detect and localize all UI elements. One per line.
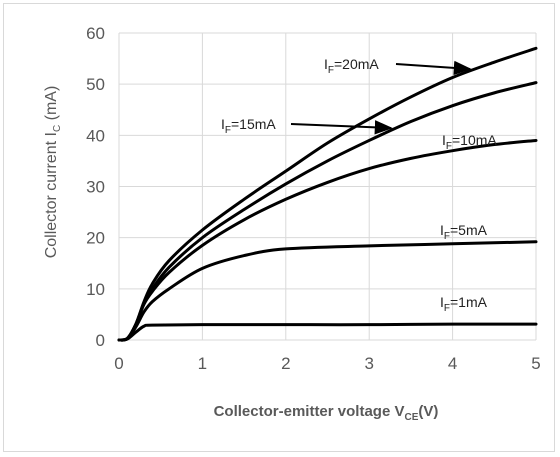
- chart-frame: [3, 3, 555, 452]
- x-tick-label: 2: [281, 354, 290, 373]
- y-axis-label: Collector current IC (mA): [43, 86, 63, 259]
- grid-lines: [118, 32, 537, 341]
- annotation-arrow-4: [395, 60, 472, 76]
- y-tick-label: 50: [86, 75, 105, 94]
- annotation-arrow-3: [290, 120, 393, 135]
- x-tick-label: 3: [364, 354, 373, 373]
- y-tick-label: 40: [86, 126, 105, 145]
- series-line-2: [117, 138, 538, 342]
- x-tick-label: 5: [531, 354, 540, 373]
- y-tick-label: 0: [96, 331, 105, 350]
- x-tick-label: 1: [198, 354, 207, 373]
- y-tick-label: 30: [86, 178, 105, 197]
- y-tick-label: 20: [86, 229, 105, 248]
- series-line-4: [117, 46, 538, 342]
- x-axis-label: Collector-emitter voltage VCE(V): [214, 403, 439, 423]
- x-tick-label: 4: [448, 354, 457, 373]
- series-label-4: IF=20mA: [324, 56, 379, 76]
- series-label-3: IF=15mA: [221, 116, 276, 136]
- data-series: [117, 46, 538, 342]
- series-label-0: IF=1mA: [440, 294, 488, 314]
- series-line-0: [117, 322, 538, 342]
- y-tick-label: 10: [86, 280, 105, 299]
- series-label-1: IF=5mA: [440, 222, 488, 242]
- x-tick-label: 0: [114, 354, 123, 373]
- series-label-2: IF=10mA: [442, 132, 497, 152]
- series-annotations: IF=1mA IF=5mA IF=10mA IF=15mA IF=20mA: [221, 56, 497, 314]
- y-tick-label: 60: [86, 24, 105, 43]
